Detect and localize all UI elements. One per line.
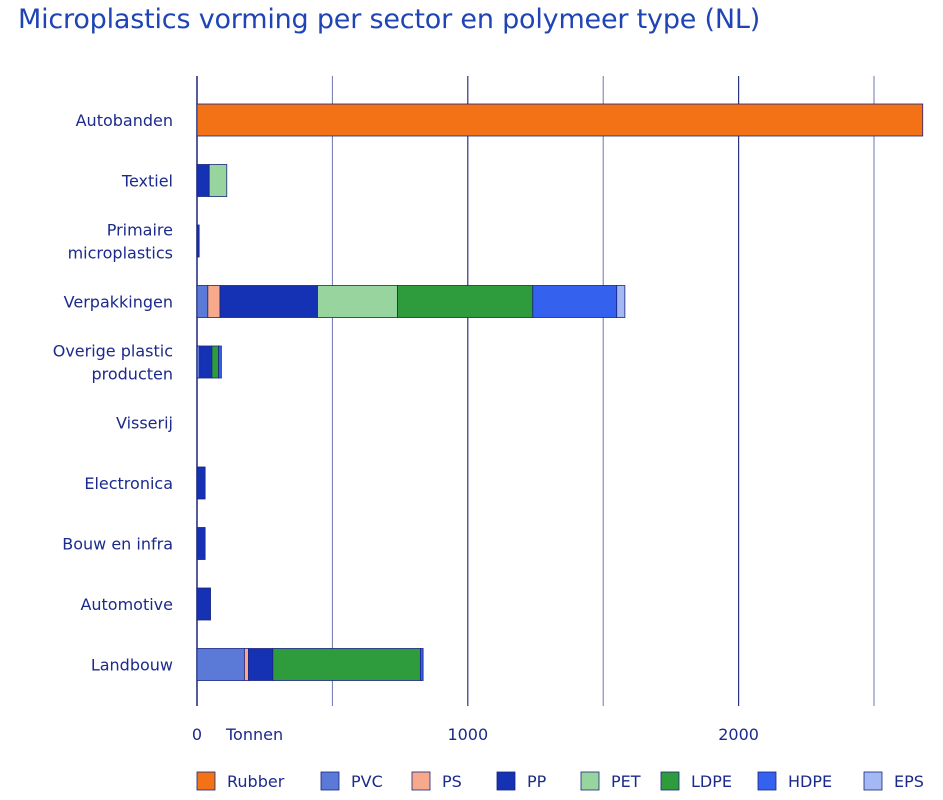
bar-segment-pp <box>248 648 274 681</box>
category-label: Automotive <box>80 595 173 614</box>
x-tick-label: 0 <box>192 725 202 744</box>
legend-label-pet: PET <box>611 772 641 791</box>
bars <box>196 103 924 681</box>
legend-label-ps: PS <box>442 772 462 791</box>
legend-label-hdpe: HDPE <box>788 772 832 791</box>
bar-segment-pp <box>196 164 210 197</box>
legend: Rubber PVC PS PP PET LDPE HDPE EPS <box>196 771 924 791</box>
x-tick-label: 1000 <box>447 725 488 744</box>
bar-segment-pet <box>317 285 398 318</box>
bar-segment-pp <box>196 466 206 500</box>
bar-segment-ldpe <box>396 285 534 318</box>
bar-segment-ps <box>243 648 249 681</box>
x-axis-ticks: 0 1000 2000 Tonnen <box>192 725 759 744</box>
bar-segment-pp <box>196 527 206 560</box>
bar-segment-hdpe <box>532 285 618 318</box>
category-label: Textiel <box>121 172 173 191</box>
category-labels: Autobanden Textiel Primaire microplastics Ve… <box>53 111 173 675</box>
legend-swatch-pvc <box>320 771 340 791</box>
legend-swatch-hdpe <box>757 771 777 791</box>
bar-segment-pp <box>196 587 211 621</box>
bar-segment-eps <box>616 285 626 318</box>
legend-label-ldpe: LDPE <box>691 772 732 791</box>
category-label: Verpakkingen <box>64 293 173 312</box>
legend-swatch-eps <box>863 771 883 791</box>
bar-segment-ldpe <box>211 345 220 379</box>
legend-label-eps: EPS <box>894 772 924 791</box>
bar-segment-pvc <box>196 285 209 318</box>
bar-segment-ps <box>207 285 221 318</box>
bar-segment-pp <box>196 224 200 258</box>
legend-swatch-rubber <box>196 771 216 791</box>
bar-segment-pet <box>208 164 228 197</box>
category-label: Bouw en infra <box>62 535 173 554</box>
bar-segment-hdpe <box>420 648 424 681</box>
bar-segment-pvc <box>196 345 201 379</box>
category-label: Autobanden <box>76 111 173 130</box>
category-label: Overige plastic producten <box>53 342 173 384</box>
category-label: Primaire microplastics <box>68 221 173 263</box>
bar-segment-ldpe <box>272 648 421 681</box>
bar-segment-hdpe <box>218 345 222 379</box>
x-axis-label: Tonnen <box>225 725 283 744</box>
category-label: Electronica <box>84 474 173 493</box>
legend-label-pp: PP <box>527 772 547 791</box>
bar-segment-pp <box>199 345 213 379</box>
legend-label-pvc: PVC <box>351 772 383 791</box>
bar-segment-rubber <box>196 103 924 137</box>
legend-swatch-ps <box>411 771 431 791</box>
legend-swatch-pp <box>496 771 516 791</box>
chart-title: Microplastics vorming per sector en poly… <box>18 4 761 35</box>
gridlines <box>196 76 875 706</box>
legend-label-rubber: Rubber <box>227 772 285 791</box>
x-tick-label: 2000 <box>718 725 759 744</box>
category-label: Visserij <box>116 414 173 433</box>
bar-segment-pvc <box>196 648 245 681</box>
category-label: Landbouw <box>91 656 173 675</box>
legend-swatch-pet <box>580 771 600 791</box>
legend-swatch-ldpe <box>660 771 680 791</box>
bar-segment-pp <box>219 285 318 318</box>
